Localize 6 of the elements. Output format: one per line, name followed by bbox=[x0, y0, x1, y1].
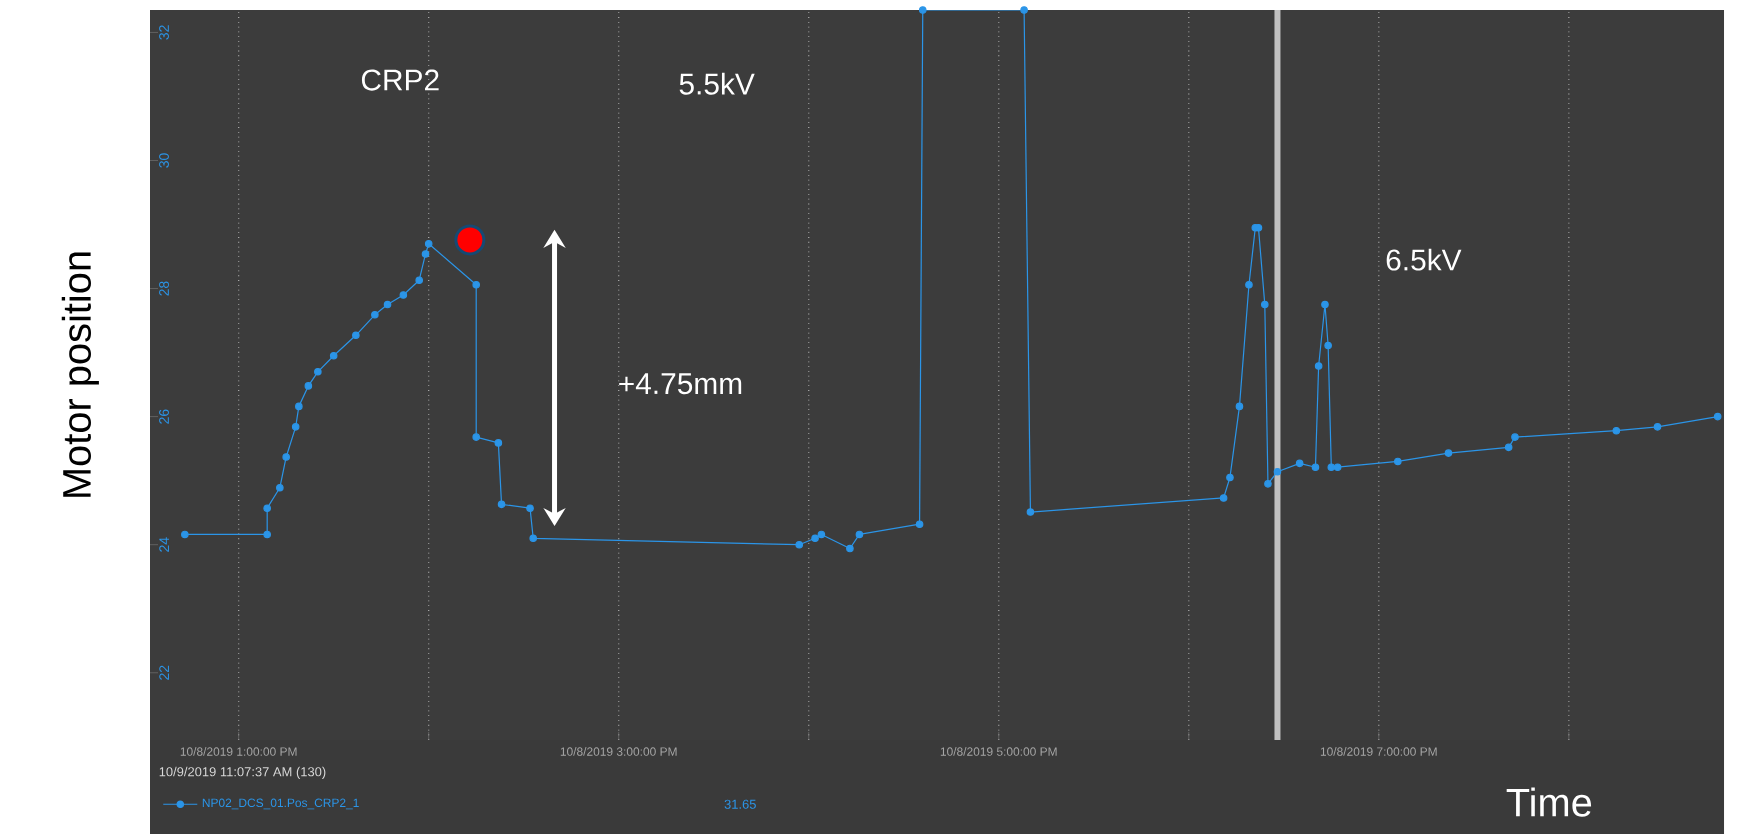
annotation: CRP2 bbox=[361, 69, 439, 91]
annotation: 5.5kV bbox=[679, 72, 755, 95]
annotation: +4.75mm bbox=[619, 373, 742, 395]
x-axis-title: Time bbox=[1506, 787, 1592, 817]
y-axis-title: Motor position bbox=[61, 252, 99, 497]
annotation: 6.5kV bbox=[1386, 248, 1462, 271]
